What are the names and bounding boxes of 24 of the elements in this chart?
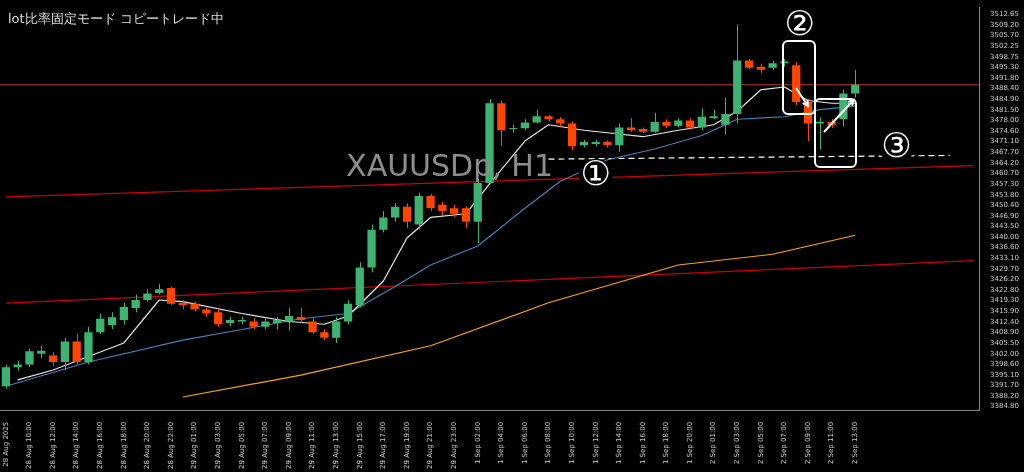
candlestick: [851, 69, 860, 98]
candlestick: [343, 299, 353, 326]
candlestick: [72, 333, 81, 365]
candlestick: [166, 286, 176, 306]
candlestick: [60, 337, 70, 371]
candlestick: [391, 202, 400, 223]
candlestick: [721, 97, 730, 136]
annotation: ②: [784, 2, 815, 43]
annotation: ③: [881, 124, 912, 165]
candlestick: [332, 316, 341, 344]
annotation: lot比率固定モード コピートレード中: [8, 11, 224, 27]
candlestick: [96, 313, 105, 335]
candlestick: [402, 202, 412, 229]
candlestick: [119, 302, 128, 326]
candlestick: [461, 205, 471, 229]
candlestick: [615, 123, 624, 153]
candlestick: [25, 348, 34, 368]
candlestick: [650, 112, 659, 134]
candlestick: [567, 120, 577, 152]
candlestick: [1, 363, 11, 390]
candlestick: [815, 116, 824, 151]
candlestick: [697, 107, 706, 131]
annotation: ①: [580, 152, 611, 193]
candlestick: [379, 210, 388, 233]
